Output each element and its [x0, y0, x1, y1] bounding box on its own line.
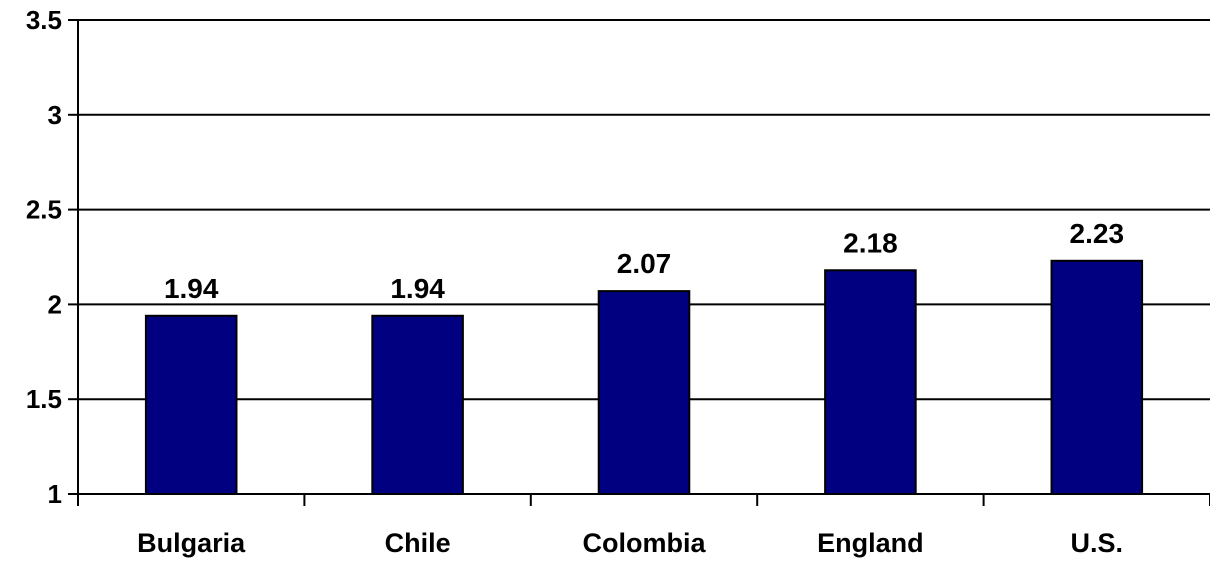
- axes: [68, 19, 1210, 506]
- x-category-label: England: [817, 528, 924, 558]
- y-tick-label: 3.5: [26, 5, 62, 35]
- gridlines: [78, 19, 1210, 401]
- y-tick-label: 2.5: [26, 195, 62, 225]
- bar: [1050, 259, 1144, 495]
- data-label: 1.94: [390, 273, 445, 304]
- data-label: 1.94: [164, 273, 219, 304]
- y-tick-label: 3: [48, 100, 62, 130]
- data-label: 2.07: [617, 248, 672, 279]
- bar: [597, 290, 691, 495]
- bars: [144, 259, 1144, 495]
- x-category-label: Chile: [385, 528, 451, 558]
- x-category-label: Bulgaria: [137, 528, 246, 558]
- y-tick-label: 1: [48, 479, 62, 509]
- labels: 1 1.5 2 2.5 3 3.5 1.94 Bulgaria 1.94 Chile 2.07 Col…: [26, 5, 1124, 558]
- x-category-label: Colombia: [582, 528, 706, 558]
- data-label: 2.18: [843, 227, 898, 258]
- data-label: 2.23: [1070, 218, 1125, 249]
- y-tick-label: 1.5: [26, 384, 62, 414]
- bar: [371, 314, 464, 495]
- y-tick-label: 2: [48, 289, 62, 319]
- bar: [144, 314, 238, 495]
- x-category-label: U.S.: [1071, 528, 1124, 558]
- bar: [824, 269, 917, 495]
